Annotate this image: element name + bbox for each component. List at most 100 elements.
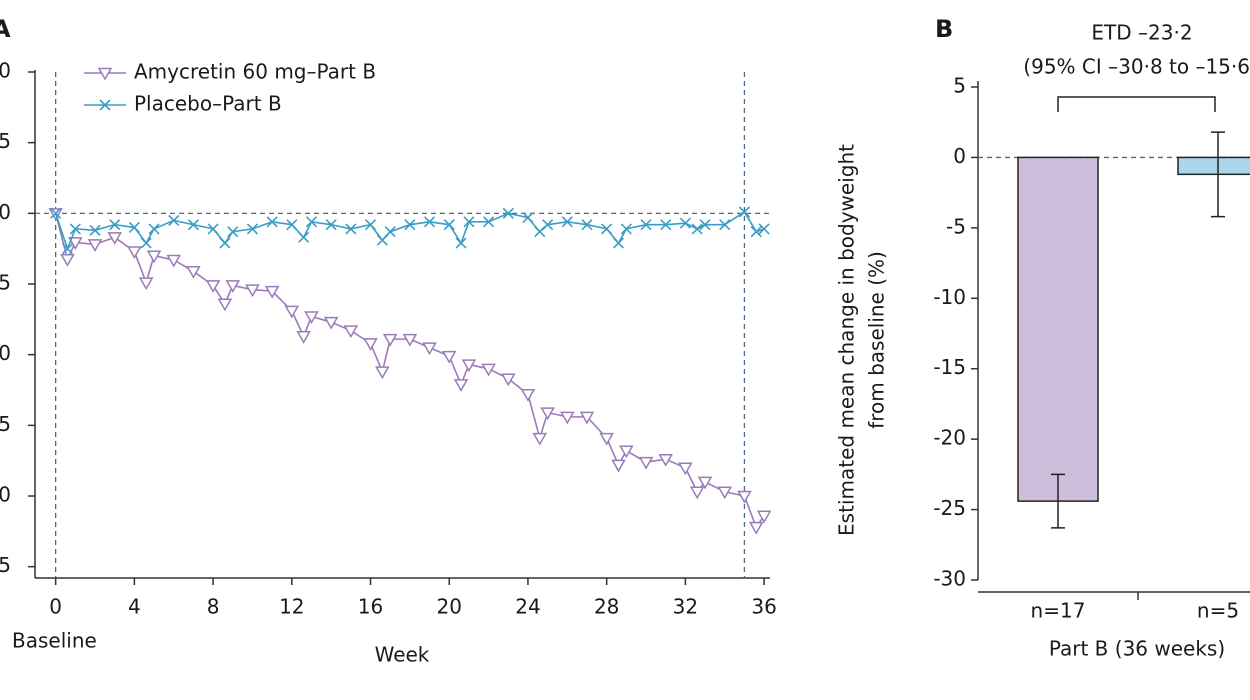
data-point: [640, 219, 652, 231]
x-tick-label: n=5: [1197, 599, 1239, 623]
x-tick-label: n=17: [1031, 599, 1086, 623]
data-point: [453, 379, 469, 392]
data-point: [323, 316, 339, 330]
data-point: [187, 219, 199, 231]
data-point: [402, 333, 418, 347]
data-point: [227, 226, 239, 238]
series-line: [54, 213, 765, 529]
data-point: [69, 223, 81, 235]
y-tick-label: -10: [933, 285, 966, 309]
data-point: [219, 237, 231, 249]
y-tick-label: 0: [0, 200, 11, 224]
x-tick-label: 4: [128, 595, 141, 619]
data-point: [404, 219, 416, 231]
data-point: [520, 389, 536, 402]
data-point: [146, 250, 162, 264]
data-point: [542, 219, 554, 231]
data-point: [296, 331, 311, 344]
x-tick-label: 24: [515, 595, 540, 619]
data-point: [304, 311, 319, 325]
data-point: [266, 216, 278, 228]
y-tick-label: -30: [933, 567, 966, 591]
data-point: [660, 219, 672, 231]
data-point: [691, 223, 703, 235]
data-point: [443, 219, 455, 231]
data-point: [601, 223, 613, 235]
y-tick-label: 10: [0, 59, 11, 83]
data-point: [225, 280, 241, 293]
data-point: [148, 223, 160, 235]
data-point: [87, 239, 103, 252]
data-point: [463, 216, 475, 228]
data-point: [758, 223, 770, 235]
error-bar: [1211, 131, 1225, 218]
data-point: [483, 216, 495, 228]
annotation: (95% CI –30·8 to –15·6: [1023, 55, 1250, 79]
bar: [1017, 156, 1099, 502]
x-tick-label: 36: [751, 595, 776, 619]
data-point: [579, 411, 595, 425]
data-point: [500, 373, 516, 387]
data-point: [748, 521, 764, 535]
data-point: [581, 219, 593, 231]
x-tick-label: 8: [207, 595, 220, 619]
panel-label: A: [0, 15, 11, 43]
x-tick-label: 28: [594, 595, 619, 619]
data-point: [737, 490, 752, 504]
x-tick-label: 20: [437, 595, 462, 619]
x-tick-label: 32: [673, 595, 698, 619]
error-bar: [1051, 473, 1065, 529]
data-point: [89, 224, 101, 236]
y-tick-label: -15: [0, 412, 11, 436]
data-point: [375, 366, 390, 380]
data-point: [127, 246, 142, 260]
data-point: [697, 476, 713, 490]
data-point: [619, 445, 634, 459]
data-point: [364, 219, 377, 231]
data-point: [612, 237, 625, 249]
x-axis-label: Part B (36 weeks): [1049, 637, 1225, 661]
x-tick-label: 16: [358, 595, 383, 619]
data-point: [168, 214, 180, 226]
data-point: [560, 411, 575, 425]
data-point: [738, 206, 750, 218]
data-point: [60, 254, 75, 267]
data-point: [423, 216, 436, 228]
data-point: [207, 223, 219, 235]
y-tick-label: -20: [933, 426, 966, 450]
data-point: [699, 219, 711, 231]
y-tick-label: 5: [0, 129, 11, 153]
y-tick-label: -5: [946, 214, 966, 238]
data-point: [461, 359, 477, 373]
data-point: [245, 284, 260, 298]
data-point: [284, 305, 300, 319]
legend-label: Amycretin 60 mg–Part B: [134, 60, 376, 84]
data-point: [363, 338, 378, 351]
data-point: [750, 226, 762, 238]
data-point: [679, 217, 691, 229]
data-point: [217, 298, 233, 312]
data-point: [678, 462, 693, 476]
y-tick-label: 0: [953, 144, 966, 168]
data-point: [522, 212, 534, 224]
data-point: [422, 342, 437, 356]
data-point: [540, 407, 555, 421]
y-tick-label: -20: [0, 483, 11, 507]
legend-label: Placebo–Part B: [134, 92, 282, 116]
data-point: [620, 223, 632, 235]
data-point: [138, 277, 154, 291]
x-axis-label: Week: [375, 643, 430, 667]
data-point: [246, 223, 259, 235]
data-point: [205, 280, 221, 293]
data-point: [611, 459, 626, 473]
data-point: [441, 350, 457, 364]
data-point: [264, 285, 280, 299]
y-tick-label: -25: [933, 496, 966, 520]
data-point: [638, 456, 654, 470]
y-tick-label: -15: [933, 355, 966, 379]
data-point: [502, 207, 514, 219]
y-tick-label: 5: [953, 74, 966, 98]
y-tick-label: -10: [0, 341, 11, 365]
data-point: [305, 216, 318, 228]
